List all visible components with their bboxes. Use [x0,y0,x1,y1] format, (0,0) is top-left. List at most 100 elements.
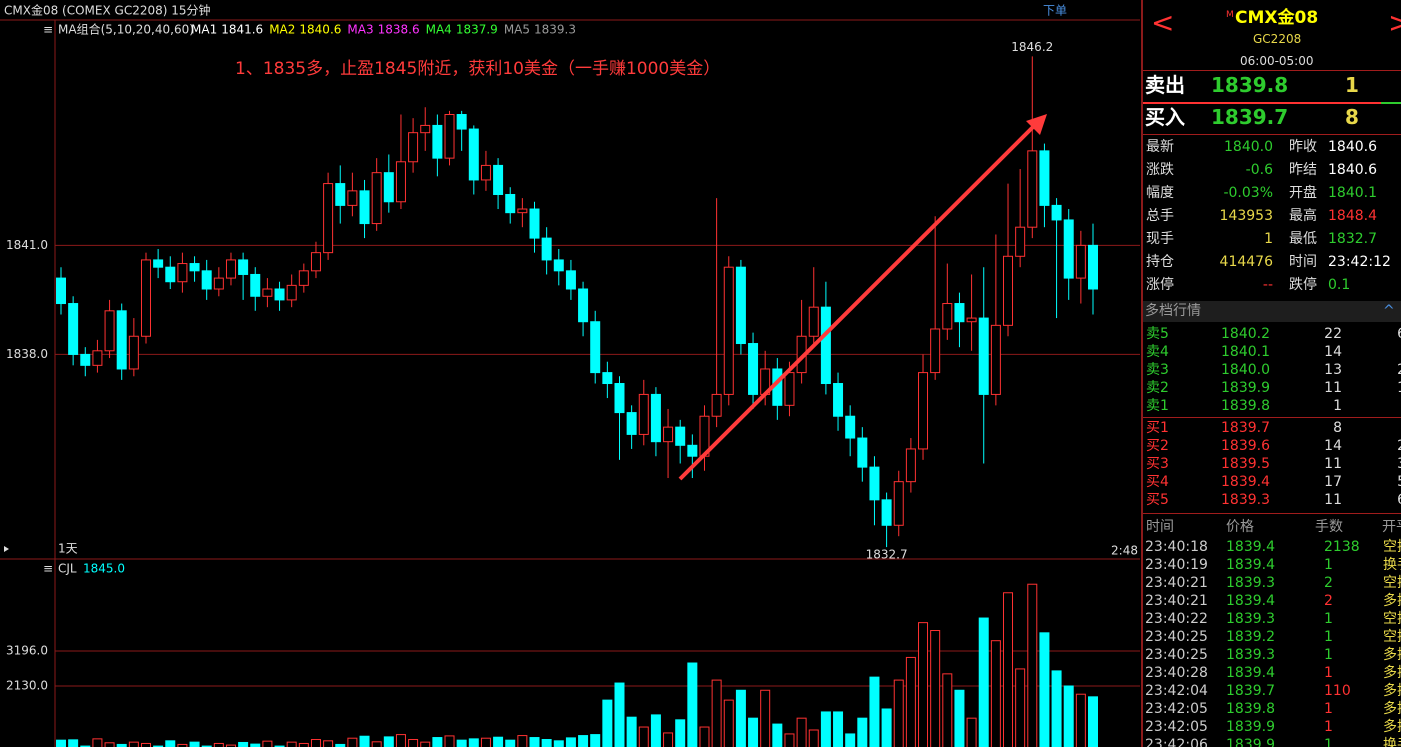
candle-body [323,183,334,254]
candle-body [954,303,965,323]
candle-body [480,164,491,181]
trade-qty: 110 [1324,683,1351,699]
trade-price: 1839.4 [1226,539,1275,555]
trade-type: 空换 [1383,611,1401,627]
stat-label: 最低 [1289,231,1317,247]
candle-body [857,437,868,468]
candle-body [820,306,831,385]
volume-bar [420,741,431,747]
trade-qty: 1 [1324,647,1333,663]
depth-price: 1840.2 [1221,326,1270,342]
volume-bar [578,735,589,747]
volume-bar [760,689,771,747]
candle-body [663,426,674,443]
next-button[interactable]: > [1388,9,1401,37]
volume-bar [408,739,419,747]
volume-bar [493,736,504,747]
depth-qty: 8 [1333,420,1342,436]
stat-value: -- [1262,277,1273,293]
stat-value: 1840.0 [1224,139,1273,155]
indicator-value: 1840.6 [299,23,341,37]
volume-bar [371,741,382,747]
depth-qty: 1 [1333,398,1342,414]
candle-body [456,114,467,130]
candle-body [201,270,212,290]
candle-body [153,259,164,268]
trade-price: 1839.4 [1226,557,1275,573]
trade-type: 多换 [1383,701,1401,717]
volume-bar [638,726,649,747]
candle-body [711,393,722,417]
volume-bar [602,699,613,747]
depth-extra: 6 [1397,491,1401,509]
trade-time: 23:40:28 [1145,665,1208,681]
candle-body [371,172,382,225]
trade-type: 空换 [1383,575,1401,591]
trade-type: 多换 [1383,647,1401,663]
depth-qty: 11 [1324,456,1342,472]
candle-body [905,448,916,483]
collapse-icon[interactable]: ^ [1383,303,1395,319]
indicator-name: MA4 [426,23,452,37]
trade-time: 23:40:18 [1145,539,1208,555]
depth-qty: 11 [1324,492,1342,508]
volume-bar [978,617,989,747]
depth-price: 1839.3 [1221,492,1270,508]
volume-bar [650,714,661,747]
indicator-name: MA5 [504,23,530,37]
candle-body [893,481,904,526]
order-button[interactable]: 下单 [1043,4,1067,18]
candle-body [420,124,431,134]
trade-type: 多换 [1383,719,1401,735]
candle-body [468,128,479,181]
stat-label: 持仓 [1146,254,1174,270]
volume-bar [687,662,698,747]
depth-label: 卖2 [1146,380,1169,396]
stat-value: 1832.7 [1328,231,1377,247]
volume-bar [347,737,358,747]
volume-bar [1027,583,1038,747]
candle-body [250,273,261,297]
depth-extra: 5 [1397,473,1401,491]
trade-time: 23:40:19 [1145,557,1208,573]
volume-bar [286,741,297,747]
volume-bar [1088,696,1098,747]
trade-time: 23:40:22 [1145,611,1208,627]
volume-bar [517,735,528,747]
depth-label: 卖3 [1146,362,1169,378]
stat-value: -0.03% [1223,185,1273,201]
prev-button[interactable]: < [1151,6,1175,39]
sell-label: 卖出 [1145,73,1185,97]
depth-qty: 22 [1324,326,1342,342]
volume-bar [238,741,249,747]
indicator-name: MA3 [347,23,373,37]
volume-bar [711,679,722,747]
menu-icon[interactable]: ≡ [43,23,53,37]
volume-bar [468,738,479,747]
volume-bar [140,742,151,747]
stat-label: 现手 [1146,231,1174,247]
stat-value: 414476 [1219,254,1273,270]
depth-qty: 14 [1324,344,1342,360]
volume-bar [1051,670,1062,747]
depth-title[interactable]: 多档行情 [1145,303,1201,319]
volume-title: CJL [58,562,77,576]
volume-bar [1015,668,1026,747]
candle-body [1063,219,1074,279]
depth-price: 1839.8 [1221,398,1270,414]
volume-bar [165,740,176,747]
volume-bar [310,739,321,747]
depth-extra: 3 [1397,455,1401,473]
depth-label: 买3 [1146,456,1169,472]
candle-body [541,237,552,261]
trade-qty: 2 [1324,593,1333,609]
stat-label: 跌停 [1289,277,1317,293]
y-tick-label: 2130.0 [6,679,48,693]
menu-icon[interactable]: ≡ [43,562,53,576]
candle-body [978,317,989,395]
volume-bar [675,719,686,747]
indicator-name: MA1 [191,23,217,37]
depth-price: 1840.1 [1221,344,1270,360]
trade-type: 空换 [1383,539,1401,555]
volume-bar [225,744,236,747]
